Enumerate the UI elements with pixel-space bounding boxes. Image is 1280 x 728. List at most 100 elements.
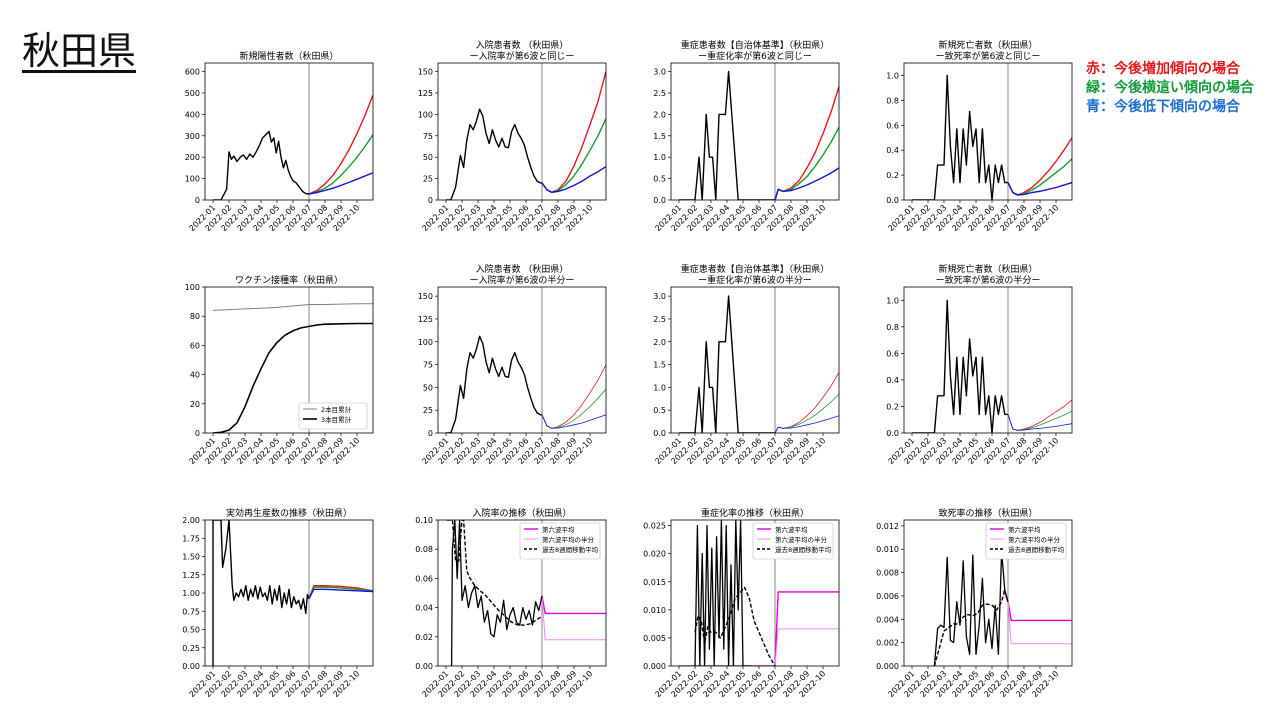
- y-tick-label: 1.0: [886, 71, 899, 80]
- series-line-green: [308, 586, 373, 600]
- y-tick-label: 2.00: [182, 516, 200, 525]
- legend-label: 2本目累計: [321, 405, 352, 414]
- series-line-blue: [1007, 181, 1072, 196]
- series-line-2本目累計: [212, 303, 373, 311]
- series-line-green: [1007, 410, 1072, 431]
- series-line-red: [541, 71, 606, 194]
- y-tick-label: 40: [190, 371, 200, 380]
- chart-title: 重症患者数【自治体基準】（秋田県）: [681, 263, 830, 275]
- series-line-black: [912, 74, 1008, 200]
- series-line-3本目累計: [212, 322, 373, 433]
- series-line-red: [1007, 399, 1072, 431]
- chart-9: 入院率の推移（秋田県）0.000.020.040.060.080.102022-…: [415, 507, 607, 699]
- series-line-第六波平均の半分: [1002, 589, 1072, 645]
- y-tick-label: 0.010: [643, 606, 666, 615]
- page-title: 秋田県: [22, 29, 137, 73]
- y-tick-label: 3.0: [653, 68, 666, 77]
- y-tick-label: 0.010: [876, 545, 899, 554]
- y-tick-label: 0.0: [653, 429, 666, 438]
- chart-title: 重症患者数【自治体基準】（秋田県）: [681, 39, 830, 51]
- y-tick-label: 75: [423, 361, 433, 370]
- y-tick-label: 1.75: [182, 534, 200, 543]
- series-line-過去8週間移動平均: [446, 520, 543, 626]
- series-line-green: [541, 118, 606, 194]
- chart-6: 重症患者数【自治体基準】（秋田県）ー重症化率が第6波の半分ー 0.0 0.5 1.0 1…: [653, 263, 840, 466]
- y-tick-label: 50: [423, 153, 433, 162]
- y-tick-label: 1.5: [653, 361, 666, 370]
- legend-label: 第六波平均: [542, 525, 575, 534]
- y-tick-label: 0.004: [876, 615, 899, 624]
- series-line-green: [308, 134, 373, 195]
- y-tick-label: 150: [418, 68, 433, 77]
- series-line-black: [450, 520, 543, 666]
- series-line-第六波平均: [541, 595, 606, 615]
- y-tick-label: 0.6: [886, 121, 899, 130]
- y-tick-label: 25: [423, 406, 433, 415]
- y-tick-label: 0: [428, 196, 433, 205]
- y-tick-label: 0.6: [886, 349, 899, 358]
- chart-title: 入院率の推移（秋田県）: [472, 507, 571, 519]
- series-line-black: [933, 550, 1009, 666]
- chart-title: 重症化率の推移（秋田県）: [701, 507, 809, 519]
- y-tick-label: 0.5: [653, 175, 666, 184]
- scenario-legend-green: 緑：今後横這い傾向の場合: [1086, 80, 1254, 96]
- chart-title: ー致死率が第6波の半分ー: [936, 274, 1041, 286]
- series-line-blue: [1007, 414, 1072, 431]
- chart-2: 重症患者数【自治体基準】（秋田県）ー重症化率が第6波と同じー 0.0 0.5 1.0 1…: [653, 39, 840, 233]
- y-tick-label: 100: [418, 338, 433, 347]
- series-line-black: [679, 295, 775, 433]
- y-tick-label: 0: [195, 196, 200, 205]
- y-tick-label: 50: [423, 383, 433, 392]
- chart-title: 新規陽性者数（秋田県）: [239, 50, 338, 62]
- y-tick-label: 80: [190, 312, 200, 321]
- series-line-red: [774, 372, 839, 433]
- series-line-black: [213, 130, 310, 200]
- plot-frame: [903, 62, 1073, 201]
- plot-frame: [670, 519, 840, 667]
- y-tick-label: 0.8: [886, 96, 899, 105]
- y-tick-label: 2.0: [653, 110, 666, 119]
- legend-label: 過去8週間移動平均: [1008, 545, 1065, 554]
- y-tick-label: 1.0: [653, 383, 666, 392]
- plot-frame: [903, 286, 1073, 434]
- y-tick-label: 0.10: [415, 516, 433, 525]
- series-line-black: [679, 70, 775, 200]
- y-tick-label: 0.06: [415, 574, 433, 583]
- y-tick-label: 0.025: [643, 522, 666, 531]
- legend-label: 過去8週間移動平均: [775, 545, 832, 554]
- plot-frame: [204, 62, 374, 201]
- y-tick-label: 100: [185, 283, 200, 292]
- y-tick-label: 0.000: [643, 662, 666, 671]
- y-tick-label: 125: [418, 315, 433, 324]
- y-tick-label: 0.008: [876, 569, 899, 578]
- y-tick-label: 1.0: [653, 153, 666, 162]
- series-line-red: [774, 86, 839, 200]
- y-tick-label: 0.012: [876, 522, 899, 531]
- chart-3: 新規死亡者数（秋田県）ー致死率が第6波と同じー 0.0 0.2 0.4 0.6 0.8 1.…: [886, 39, 1073, 233]
- y-tick-label: 0.020: [643, 550, 666, 559]
- scenario-legend: 赤：今後増加傾向の場合 緑：今後横這い傾向の場合 青：今後低下傾向の場合: [1086, 60, 1254, 117]
- plot-frame: [670, 62, 840, 201]
- series-line-black: [912, 299, 1008, 433]
- series-line-blue: [541, 166, 606, 194]
- chart-10: 重症化率の推移（秋田県） 0.000 0.005 0.010 0.015 0.020 0.0…: [643, 507, 840, 699]
- plot-frame: [204, 286, 374, 434]
- y-tick-label: 0: [428, 429, 433, 438]
- chart-0: 新規陽性者数（秋田県）01002003004005006002022-01202…: [185, 50, 374, 233]
- series-line-blue: [774, 167, 839, 200]
- y-tick-label: 0.75: [182, 607, 200, 616]
- y-tick-label: 0.000: [876, 662, 899, 671]
- scenario-legend-red: 赤：今後増加傾向の場合: [1086, 61, 1240, 77]
- y-tick-label: 0.08: [415, 545, 433, 554]
- plot-frame: [670, 286, 840, 434]
- y-tick-label: 500: [185, 89, 200, 98]
- y-tick-label: 0.0: [886, 196, 899, 205]
- chart-title: 実効再生産数の推移（秋田県）: [226, 507, 352, 519]
- scenario-legend-blue: 青：今後低下傾向の場合: [1086, 99, 1240, 115]
- y-tick-label: 0.015: [643, 578, 666, 587]
- y-tick-label: 2.5: [653, 89, 666, 98]
- legend-label: 第六波平均: [775, 525, 808, 534]
- y-tick-label: 0.0: [886, 429, 899, 438]
- y-tick-label: 0.04: [415, 604, 433, 613]
